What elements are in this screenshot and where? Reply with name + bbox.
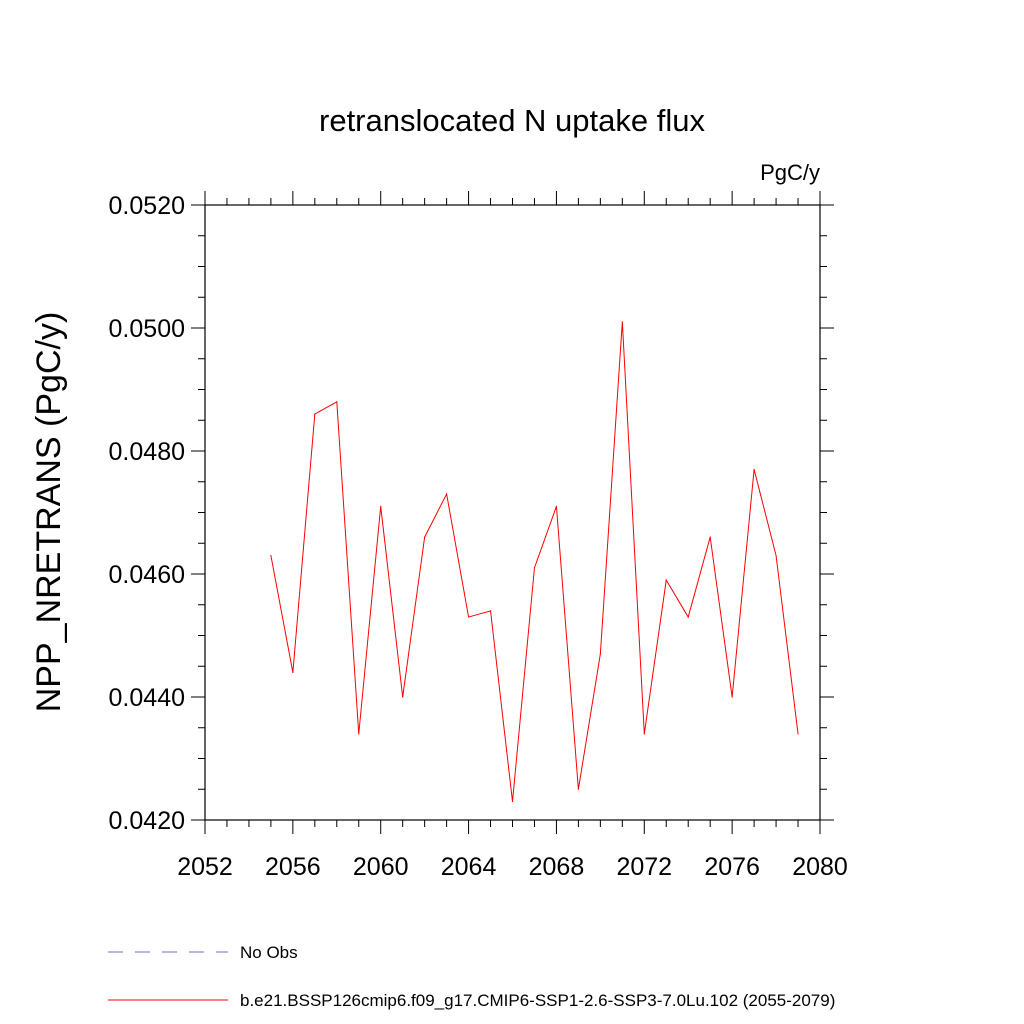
data-point [533,567,536,569]
data-point [665,579,667,581]
units-label: PgC/y [760,160,820,185]
series-line [270,321,799,802]
y-tick-label: 0.0460 [109,561,185,589]
y-tick-label: 0.0480 [109,438,185,466]
legend-label: b.e21.BSSP126cmip6.f09_g17.CMIP6-SSP1-2.… [240,991,835,1010]
x-tick-label: 2072 [616,853,672,881]
data-point [336,401,338,403]
data-point [489,610,492,612]
data-point [753,468,755,471]
data-point [709,536,711,538]
data-point [731,696,733,698]
data-point [358,733,360,735]
x-tick-label: 2064 [441,853,497,881]
data-point [270,554,272,557]
plot-frame [204,204,821,821]
axis-ticks: 0.0420 0.0440 0.0460 0.0480 0.0500 0.0520 2052… [109,191,848,881]
data-point [402,696,404,698]
x-tick-label: 2052 [177,853,233,881]
data-point [555,505,558,507]
legend: No Obs b.e21.BSSP126cmip6.f09_g17.CMIP6-S… [108,943,835,1010]
y-axis-label: NPP_NRETRANS (PgC/y) [30,312,68,713]
x-tick-label: 2068 [529,853,585,881]
data-point [380,505,382,507]
x-tick-label: 2076 [704,853,760,881]
x-tick-label: 2056 [265,853,321,881]
series-layer [270,321,799,803]
data-point [446,493,448,495]
data-point [687,616,689,618]
data-point [599,653,601,655]
data-point [775,554,777,557]
data-point [643,733,645,735]
legend-label: No Obs [240,943,298,962]
plot-axes [204,204,821,821]
x-tick-label: 2080 [792,853,848,881]
chart-title: retranslocated N uptake flux [319,103,705,138]
y-tick-label: 0.0440 [109,684,185,712]
data-point [511,800,514,803]
data-point [797,733,799,735]
x-tick-label: 2060 [353,853,409,881]
data-point [577,788,579,790]
y-tick-label: 0.0500 [109,315,185,343]
y-tick-label: 0.0520 [109,192,185,220]
data-point [621,321,623,323]
data-point [292,671,294,674]
y-tick-label: 0.0420 [109,807,185,835]
data-point [467,616,470,618]
data-point [424,536,426,538]
data-point [314,413,316,415]
